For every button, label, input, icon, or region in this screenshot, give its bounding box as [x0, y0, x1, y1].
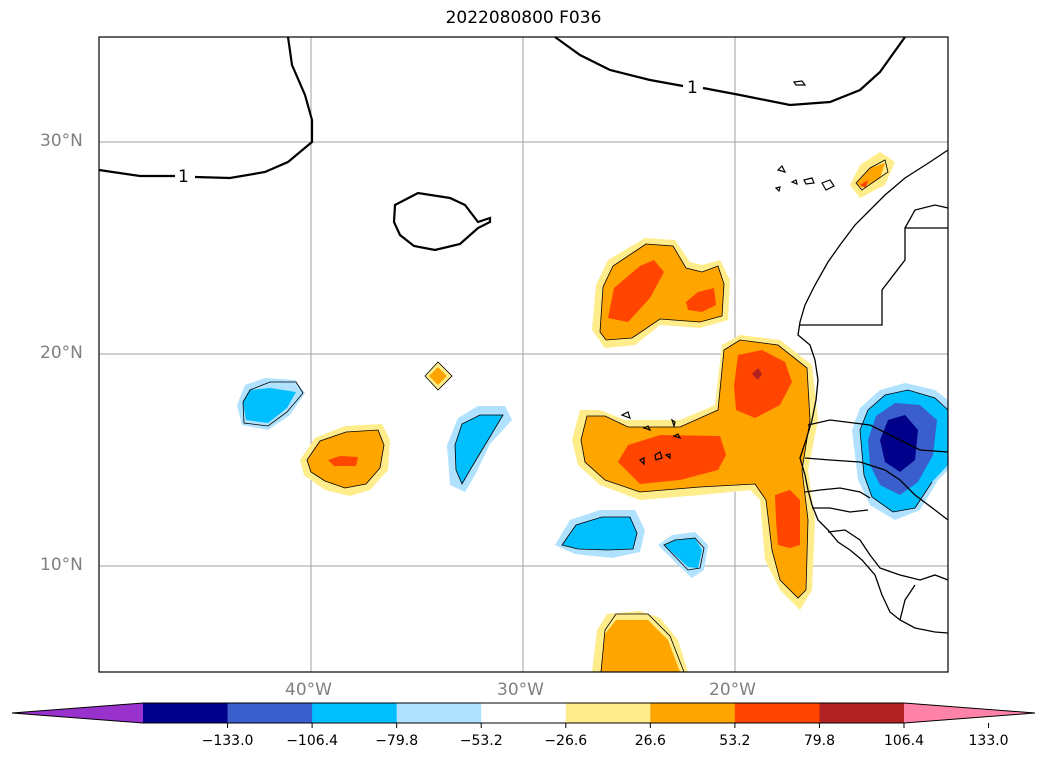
- anomaly-outlines: [242, 159, 949, 673]
- lat-label-30n: 30°N: [40, 131, 83, 151]
- colorbar-tick-label: 133.0: [969, 733, 1009, 749]
- colorbar-cell: [819, 703, 905, 723]
- positive-anomaly-canary: [850, 152, 895, 198]
- positive-anomaly-south: [592, 611, 688, 672]
- positive-diamond: [425, 362, 452, 390]
- contour-label-west: 1: [178, 167, 189, 187]
- islands: [620, 80, 835, 466]
- coastlines: [797, 149, 949, 634]
- colorbar-tick-label: −53.2: [460, 733, 503, 749]
- lat-label-10n: 10°N: [40, 555, 83, 575]
- colorbar-outline: [11, 702, 1036, 724]
- negative-anomaly-west: [237, 378, 305, 430]
- colorbar-cell: [396, 703, 482, 723]
- colorbar-extend-low: [12, 703, 143, 723]
- colorbar-cell: [143, 703, 229, 723]
- gridlines: [99, 37, 948, 672]
- colorbar-tick-label: 26.6: [635, 733, 666, 749]
- colorbar-tick-label: 106.4: [884, 733, 924, 749]
- colorbar-cell: [650, 703, 736, 723]
- colorbar-cells: [143, 703, 905, 723]
- colorbar-tick-label: 79.8: [804, 733, 835, 749]
- colorbar-cell: [565, 703, 651, 723]
- colorbar: −133.0 −106.4 −79.8 −53.2 −26.6 26.6 53.2 79.8 1…: [11, 702, 1036, 749]
- negative-anomaly-east: [852, 383, 948, 520]
- colorbar-tick-label: −106.4: [286, 733, 338, 749]
- lon-label-40w: 40°W: [285, 680, 332, 700]
- positive-anomaly-north: [592, 238, 730, 348]
- colorbar-tick-label: 53.2: [719, 733, 750, 749]
- positive-anomaly-center: [572, 335, 818, 610]
- colorbar-extend-high: [904, 703, 1035, 723]
- contour-label-north: 1: [687, 78, 698, 98]
- map-title: 2022080800 F036: [445, 8, 602, 28]
- colorbar-cell: [227, 703, 313, 723]
- lon-label-30w: 30°W: [497, 680, 544, 700]
- contour-labels: 1 1: [178, 78, 698, 187]
- colorbar-tick-label: −26.6: [544, 733, 587, 749]
- positive-anomaly-west: [300, 424, 390, 496]
- height-contours: [98, 36, 906, 252]
- map-frame: [98, 36, 949, 673]
- lon-label-20w: 20°W: [709, 680, 756, 700]
- colorbar-tick-label: −79.8: [375, 733, 418, 749]
- lat-label-20n: 20°N: [40, 343, 83, 363]
- plot-area: 1 1: [98, 36, 949, 673]
- negative-anomaly-mid: [447, 406, 512, 492]
- colorbar-cell: [734, 703, 820, 723]
- negative-anomaly-south: [555, 510, 708, 578]
- colorbar-tick-label: −133.0: [202, 733, 254, 749]
- colorbar-cell: [481, 703, 567, 723]
- colorbar-cell: [312, 703, 398, 723]
- colorbar-ticks: −133.0 −106.4 −79.8 −53.2 −26.6 26.6 53.2 79.8 1…: [202, 723, 1009, 749]
